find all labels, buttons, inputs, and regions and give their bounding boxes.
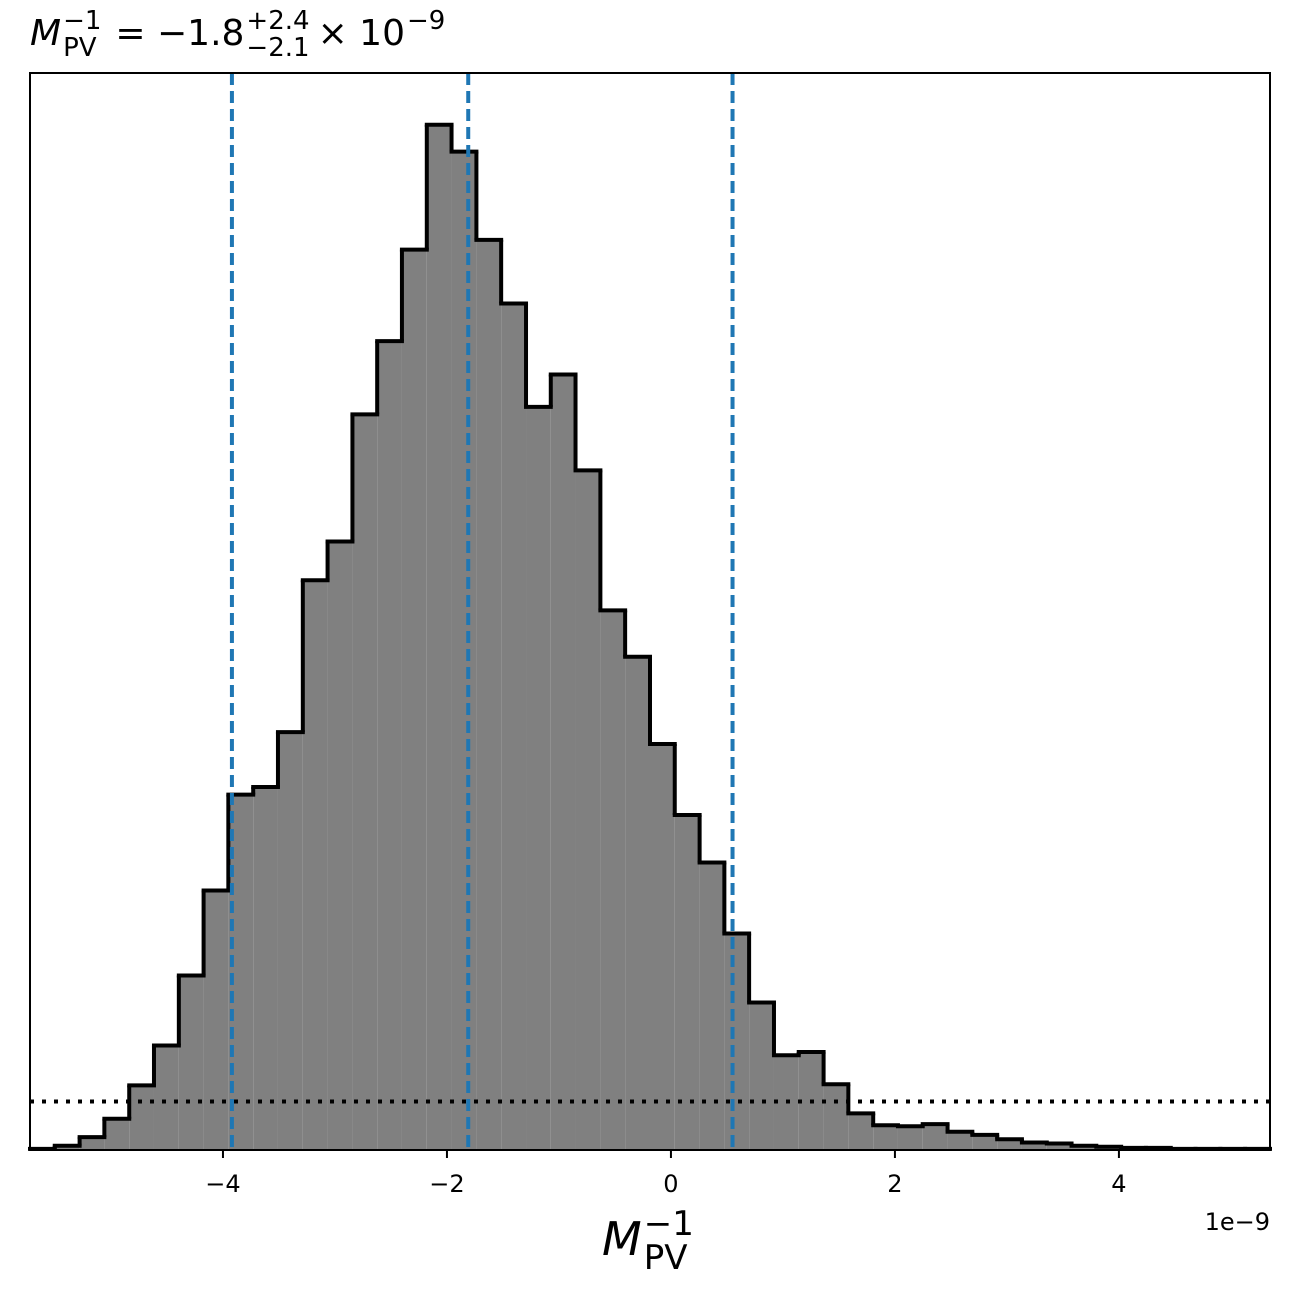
x-tick-label: −2 — [429, 1170, 464, 1198]
bar — [724, 933, 750, 1150]
bar — [501, 303, 527, 1150]
title-tail: × 10 — [318, 13, 405, 54]
bar — [972, 1134, 998, 1150]
bar — [997, 1139, 1022, 1150]
bar — [749, 1002, 774, 1150]
bar — [426, 124, 452, 1150]
bar — [550, 374, 576, 1150]
bar — [178, 975, 204, 1150]
bar — [823, 1084, 849, 1150]
title-sub: PV — [63, 33, 97, 63]
bar — [476, 239, 502, 1150]
bar — [1046, 1143, 1072, 1150]
x-tick-label: 4 — [1111, 1170, 1126, 1198]
title-exp: −9 — [407, 6, 445, 36]
x-label-sub: PV — [644, 1238, 688, 1278]
x-label-symbol: M — [602, 1212, 642, 1266]
bar — [104, 1118, 130, 1150]
title-lower: −2.1 — [246, 33, 309, 63]
bar — [674, 815, 700, 1150]
x-tick-label: 0 — [663, 1170, 678, 1198]
title-sup: −1 — [63, 6, 101, 36]
bar — [699, 862, 725, 1150]
bar — [253, 787, 278, 1150]
bar — [526, 406, 551, 1150]
bar — [352, 414, 378, 1150]
bar — [377, 341, 402, 1151]
x-tick-label: 2 — [887, 1170, 902, 1198]
title-upper: +2.4 — [246, 6, 309, 36]
bar — [277, 732, 303, 1150]
bar — [54, 1145, 80, 1150]
bar — [1071, 1145, 1097, 1150]
bar — [401, 249, 427, 1151]
bar — [129, 1085, 154, 1150]
title-symbol: M — [30, 13, 61, 54]
bar — [897, 1126, 923, 1150]
bar — [451, 151, 477, 1151]
bar — [1021, 1142, 1047, 1150]
bar — [302, 580, 328, 1150]
bar — [600, 610, 626, 1150]
x-label-sup: −1 — [644, 1204, 694, 1244]
bar — [650, 743, 675, 1150]
bar — [203, 890, 229, 1150]
bar — [625, 656, 650, 1150]
bar — [327, 541, 353, 1150]
bar — [922, 1124, 948, 1150]
bar — [153, 1045, 179, 1150]
bar — [873, 1125, 898, 1150]
x-tick-label: −4 — [205, 1170, 240, 1198]
bar — [947, 1131, 973, 1150]
offset-text: 1e−9 — [1205, 1208, 1270, 1236]
plot-frame — [29, 72, 1271, 1151]
bar — [848, 1113, 874, 1150]
bar — [575, 470, 601, 1151]
title-text: = −1.8 — [115, 13, 244, 54]
bar — [79, 1137, 105, 1150]
